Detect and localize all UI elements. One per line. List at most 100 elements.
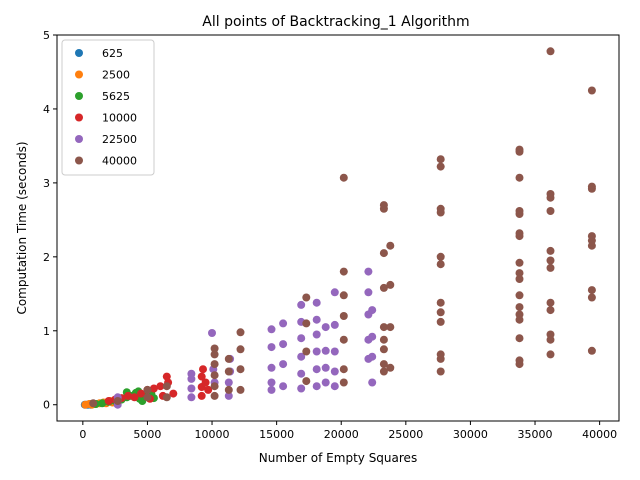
data-point bbox=[546, 246, 555, 255]
data-point bbox=[267, 378, 276, 387]
data-point bbox=[368, 378, 377, 387]
data-point bbox=[302, 377, 311, 386]
data-point bbox=[330, 320, 339, 329]
data-point bbox=[436, 204, 445, 213]
x-axis-ticks: 0 5000 10000 15000 20000 25000 30000 35000 40000 bbox=[79, 421, 617, 441]
data-point bbox=[267, 343, 276, 352]
data-point bbox=[587, 293, 596, 302]
data-point bbox=[279, 340, 288, 349]
points-layer bbox=[80, 47, 596, 409]
x-tick-label: 20000 bbox=[324, 428, 359, 441]
data-point bbox=[436, 317, 445, 326]
data-point bbox=[379, 249, 388, 258]
data-point bbox=[297, 369, 306, 378]
data-point bbox=[89, 399, 98, 408]
data-point bbox=[515, 291, 524, 300]
legend-label: 5625 bbox=[102, 90, 130, 103]
data-point bbox=[436, 162, 445, 171]
data-point bbox=[321, 346, 330, 355]
plot-frame bbox=[56, 34, 620, 422]
x-axis-label: Number of Empty Squares bbox=[259, 451, 417, 465]
legend-label: 10000 bbox=[102, 112, 137, 125]
data-point bbox=[546, 298, 555, 307]
data-point bbox=[210, 350, 219, 359]
data-point bbox=[436, 298, 445, 307]
legend-label: 40000 bbox=[102, 155, 137, 168]
data-point bbox=[236, 365, 245, 374]
data-point bbox=[546, 350, 555, 359]
data-point bbox=[162, 382, 171, 391]
data-point bbox=[236, 345, 245, 354]
data-point bbox=[169, 389, 178, 398]
data-point bbox=[339, 335, 348, 344]
data-point bbox=[546, 256, 555, 265]
data-point bbox=[210, 391, 219, 400]
data-point bbox=[187, 393, 196, 402]
data-point bbox=[546, 190, 555, 198]
data-point bbox=[546, 207, 555, 215]
data-point bbox=[364, 288, 373, 297]
y-tick-label: 1 bbox=[43, 325, 50, 338]
data-point bbox=[515, 310, 524, 319]
data-point bbox=[279, 360, 288, 369]
data-point bbox=[587, 232, 596, 241]
legend-marker bbox=[75, 49, 83, 57]
x-tick-label: 5000 bbox=[133, 428, 161, 441]
x-tick-label: 30000 bbox=[453, 428, 488, 441]
data-point bbox=[379, 367, 388, 376]
data-point bbox=[143, 393, 152, 402]
data-point bbox=[224, 367, 233, 376]
data-point bbox=[515, 229, 524, 238]
data-point bbox=[224, 354, 233, 363]
data-point bbox=[297, 384, 306, 393]
data-point bbox=[339, 291, 348, 300]
data-point bbox=[149, 384, 158, 393]
legend-marker bbox=[75, 156, 83, 165]
data-point bbox=[162, 393, 171, 402]
legend-marker bbox=[75, 135, 83, 143]
x-tick-label: 25000 bbox=[388, 428, 423, 441]
data-point bbox=[210, 360, 219, 369]
data-point bbox=[130, 393, 139, 402]
data-point bbox=[187, 369, 196, 378]
data-point bbox=[546, 263, 555, 272]
series-10000 bbox=[104, 365, 213, 405]
data-point bbox=[312, 382, 321, 391]
data-point bbox=[515, 303, 524, 312]
data-point bbox=[267, 385, 276, 394]
data-point bbox=[279, 382, 288, 391]
data-point bbox=[339, 378, 348, 387]
data-point bbox=[297, 300, 306, 309]
data-point bbox=[386, 280, 395, 289]
data-point bbox=[339, 267, 348, 276]
data-point bbox=[321, 378, 330, 387]
chart-title: All points of Backtracking_1 Algorithm bbox=[202, 14, 469, 30]
data-point bbox=[515, 275, 524, 283]
data-point bbox=[330, 288, 339, 297]
data-point bbox=[197, 372, 206, 381]
data-point bbox=[312, 330, 321, 339]
data-point bbox=[379, 201, 388, 210]
data-point bbox=[330, 382, 339, 391]
data-point bbox=[312, 315, 321, 324]
data-point bbox=[587, 86, 596, 95]
data-point bbox=[330, 367, 339, 376]
data-point bbox=[386, 241, 395, 250]
data-point bbox=[339, 173, 348, 182]
data-point bbox=[515, 173, 524, 182]
x-tick-label: 15000 bbox=[259, 428, 294, 441]
data-point bbox=[368, 306, 377, 315]
series-40000 bbox=[89, 47, 596, 408]
data-point bbox=[297, 352, 306, 361]
data-point bbox=[386, 363, 395, 372]
data-point bbox=[312, 298, 321, 307]
data-point bbox=[236, 385, 245, 394]
data-point bbox=[379, 283, 388, 292]
data-point bbox=[224, 378, 233, 387]
data-point bbox=[267, 363, 276, 372]
data-point bbox=[187, 384, 196, 393]
data-point bbox=[330, 347, 339, 356]
legend-label: 2500 bbox=[102, 69, 130, 82]
data-point bbox=[379, 335, 388, 344]
